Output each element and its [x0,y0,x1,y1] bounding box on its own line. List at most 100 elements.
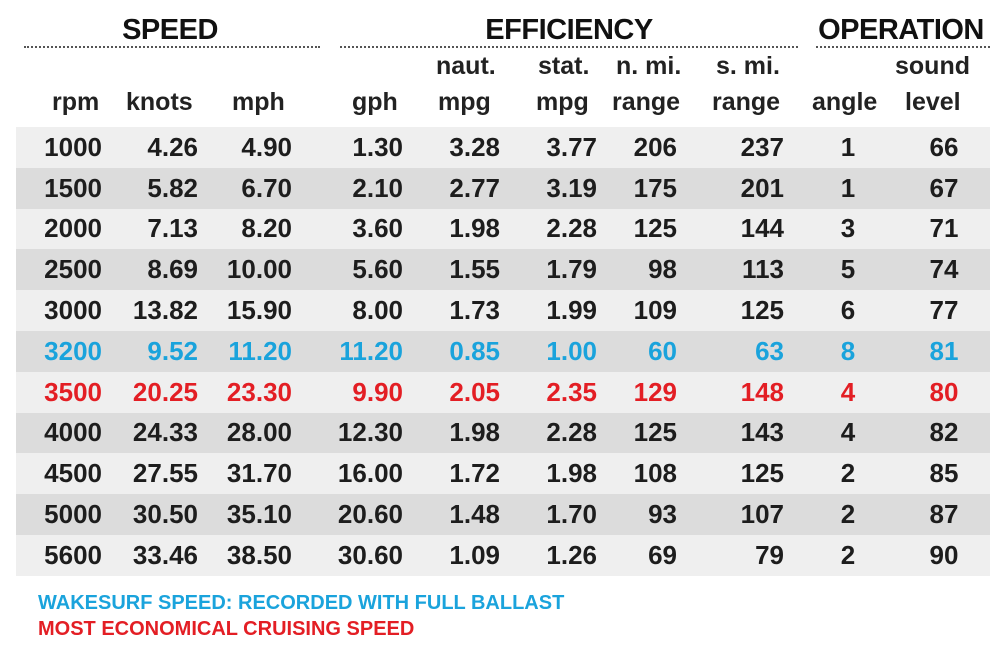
table-cell-angle: 2 [798,453,898,495]
table-cell-knots: 8.69 [106,249,204,291]
table-cell-rpm: 4000 [16,412,106,454]
table-cell-naut_mpg: 1.98 [411,412,504,454]
table-cell-stat_mpg: 1.70 [504,494,601,535]
table-cell-knots: 4.26 [106,127,204,168]
table-cell-nmi_range: 206 [601,127,691,168]
table-cell-angle: 8 [798,330,898,372]
table-cell-rpm: 5000 [16,494,106,535]
table-cell-smi_range: 237 [691,127,798,168]
table-cell-stat_mpg: 1.98 [504,453,601,495]
table-cell-sound: 71 [898,208,990,250]
table-cell-rpm: 3200 [16,330,106,372]
table-row: 2000 7.13 8.20 3.60 1.98 2.28 125 144 3 71 [16,208,990,250]
table-cell-naut_mpg: 2.77 [411,167,504,209]
table-cell-naut_mpg: 3.28 [411,127,504,168]
table-cell-gph: 20.60 [296,494,411,535]
table-cell-knots: 13.82 [106,290,204,331]
table-cell-gph: 1.30 [296,127,411,168]
table-row: 3500 20.25 23.30 9.90 2.05 2.35 129 148 4 80 [16,371,990,413]
table-cell-smi_range: 143 [691,412,798,454]
table-cell-rpm: 1500 [16,167,106,209]
speed-group-title: SPEED [122,14,218,46]
table-cell-nmi_range: 129 [601,371,691,413]
table-cell-sound: 81 [898,330,990,372]
table-cell-knots: 9.52 [106,330,204,372]
table-cell-rpm: 3000 [16,290,106,331]
table-cell-mph: 31.70 [204,453,296,495]
col-header-smi-range-top: s. mi. [716,52,780,80]
table-cell-stat_mpg: 1.79 [504,249,601,291]
table-cell-smi_range: 107 [691,494,798,535]
table-cell-smi_range: 113 [691,249,798,291]
table-cell-gph: 8.00 [296,290,411,331]
col-header-nmi-range-top: n. mi. [616,52,682,80]
table-cell-nmi_range: 125 [601,412,691,454]
table-cell-smi_range: 148 [691,371,798,413]
table-cell-nmi_range: 175 [601,167,691,209]
table-row: 3000 13.82 15.90 8.00 1.73 1.99 109 125 6 77 [16,290,990,331]
table-cell-gph: 5.60 [296,249,411,291]
table-cell-rpm: 2000 [16,208,106,250]
table-cell-knots: 5.82 [106,167,204,209]
table-cell-stat_mpg: 1.00 [504,330,601,372]
table-cell-naut_mpg: 1.72 [411,453,504,495]
col-header-sound-level-top: sound [895,52,970,80]
table-cell-naut_mpg: 1.48 [411,494,504,535]
table-cell-mph: 28.00 [204,412,296,454]
efficiency-group-title: EFFICIENCY [485,14,653,46]
table-cell-sound: 80 [898,371,990,413]
table-cell-rpm: 1000 [16,127,106,168]
table-cell-angle: 2 [798,494,898,535]
table-cell-nmi_range: 60 [601,330,691,372]
table-cell-mph: 38.50 [204,534,296,576]
performance-table-body: 1000 4.26 4.90 1.30 3.28 3.77 206 237 1 66 1500 5.8… [16,127,990,576]
table-cell-nmi_range: 108 [601,453,691,495]
table-cell-nmi_range: 125 [601,208,691,250]
col-header-sound-level: level [905,88,961,116]
table-cell-sound: 66 [898,127,990,168]
table-cell-knots: 7.13 [106,208,204,250]
col-header-rpm: rpm [52,88,100,116]
table-cell-mph: 8.20 [204,208,296,250]
table-row: 1000 4.26 4.90 1.30 3.28 3.77 206 237 1 66 [16,127,990,168]
table-cell-smi_range: 144 [691,208,798,250]
table-cell-gph: 12.30 [296,412,411,454]
table-cell-angle: 2 [798,534,898,576]
table-cell-angle: 5 [798,249,898,291]
table-cell-sound: 85 [898,453,990,495]
table-cell-nmi_range: 93 [601,494,691,535]
table-cell-gph: 9.90 [296,371,411,413]
table-cell-knots: 20.25 [106,371,204,413]
table-cell-nmi_range: 109 [601,290,691,331]
table-cell-nmi_range: 69 [601,534,691,576]
table-cell-naut_mpg: 1.73 [411,290,504,331]
table-cell-nmi_range: 98 [601,249,691,291]
table-cell-rpm: 2500 [16,249,106,291]
table-cell-sound: 82 [898,412,990,454]
table-row: 5000 30.50 35.10 20.60 1.48 1.70 93 107 2 87 [16,494,990,535]
operation-group-title: OPERATION [818,14,984,46]
table-cell-mph: 15.90 [204,290,296,331]
table-cell-naut_mpg: 1.98 [411,208,504,250]
table-cell-naut_mpg: 1.55 [411,249,504,291]
efficiency-group-rule [340,46,798,48]
col-header-stat-mpg: mpg [536,88,589,116]
table-cell-smi_range: 201 [691,167,798,209]
table-cell-sound: 77 [898,290,990,331]
table-cell-stat_mpg: 1.26 [504,534,601,576]
table-cell-smi_range: 125 [691,453,798,495]
table-cell-knots: 33.46 [106,534,204,576]
table-cell-stat_mpg: 2.35 [504,371,601,413]
table-cell-angle: 4 [798,371,898,413]
table-cell-mph: 11.20 [204,330,296,372]
table-cell-sound: 87 [898,494,990,535]
table-cell-mph: 35.10 [204,494,296,535]
table-cell-rpm: 3500 [16,371,106,413]
table-cell-angle: 4 [798,412,898,454]
table-cell-smi_range: 79 [691,534,798,576]
table-cell-gph: 30.60 [296,534,411,576]
table-cell-gph: 3.60 [296,208,411,250]
table-cell-sound: 74 [898,249,990,291]
table-cell-stat_mpg: 3.77 [504,127,601,168]
table-cell-mph: 10.00 [204,249,296,291]
